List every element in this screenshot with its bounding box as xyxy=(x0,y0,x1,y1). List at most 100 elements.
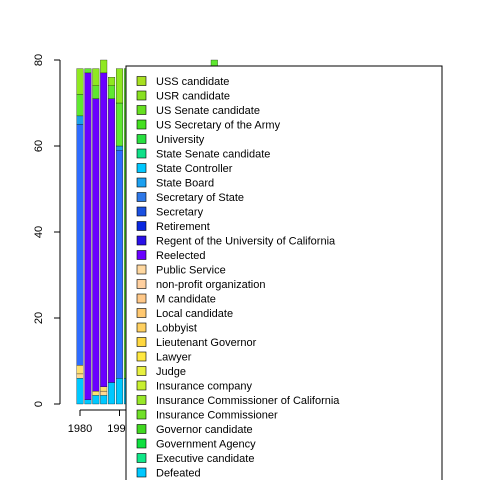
legend-swatch xyxy=(136,395,147,405)
bar-segment xyxy=(100,390,108,396)
bar-segment xyxy=(100,72,108,387)
legend-entry: USS candidate xyxy=(136,76,229,88)
legend-swatch xyxy=(136,438,147,449)
legend-entry: Lieutenant Governor xyxy=(136,337,257,349)
y-tick-label: 20 xyxy=(33,312,45,324)
legend-label: Reelected xyxy=(156,250,206,262)
y-tick-label: 40 xyxy=(33,226,45,238)
legend-label: Secretary of State xyxy=(156,192,244,204)
legend-entry: Governor candidate xyxy=(136,424,253,436)
bar-segment xyxy=(92,390,100,396)
bar-segment xyxy=(116,378,123,405)
legend-entry: State Senate candidate xyxy=(136,149,270,161)
legend-swatch xyxy=(136,76,147,86)
legend-label: USR candidate xyxy=(156,91,230,103)
legend-entry: Insurance Commissioner xyxy=(136,409,278,422)
legend-swatch xyxy=(136,380,147,391)
legend-swatch xyxy=(136,206,147,217)
legend-label: Judge xyxy=(156,366,186,378)
legend-entry: Secretary xyxy=(136,206,204,219)
legend-entry: Defeated xyxy=(136,467,201,480)
bar-segment xyxy=(116,150,123,379)
legend-entry: US Senate candidate xyxy=(136,105,260,117)
legend-entry: Lobbyist xyxy=(136,322,197,335)
legend-label: Defeated xyxy=(156,468,201,480)
legend-label: Public Service xyxy=(156,265,226,277)
legend-swatch xyxy=(136,322,147,333)
bar-segment xyxy=(76,378,84,405)
legend-swatch xyxy=(136,163,147,173)
legend-swatch xyxy=(136,351,147,362)
y-tick-label: 80 xyxy=(33,54,45,66)
bar-segment xyxy=(108,382,116,405)
legend-entry: Judge xyxy=(136,366,186,378)
bar-segment xyxy=(100,395,108,405)
legend-swatch xyxy=(136,192,147,202)
legend-entry: State Board xyxy=(136,177,214,190)
legend-entry: Lawyer xyxy=(136,351,192,364)
legend-swatch xyxy=(136,308,147,318)
legend-label: Insurance Commissioner xyxy=(156,410,278,422)
bar-segment xyxy=(116,145,123,151)
legend-label: non-profit organization xyxy=(156,279,265,291)
legend-entry: Government Agency xyxy=(136,438,256,451)
legend-label: University xyxy=(156,134,205,146)
y-tick-label: 60 xyxy=(33,140,45,152)
legend-swatch xyxy=(136,177,147,188)
legend-label: Government Agency xyxy=(156,439,256,451)
y-tick-label: 0 xyxy=(33,401,45,407)
legend-label: Insurance company xyxy=(156,381,252,393)
legend-entry: Executive candidate xyxy=(136,453,254,465)
legend-label: State Senate candidate xyxy=(156,149,270,161)
legend: USS candidate USR candidate US Senate cand… xyxy=(125,65,443,480)
bar-segment xyxy=(84,399,92,405)
legend-label: Executive candidate xyxy=(156,453,254,465)
bar-segment xyxy=(92,98,100,392)
legend-label: Secretary xyxy=(156,207,204,219)
legend-entry: M candidate xyxy=(136,293,216,306)
legend-entry: Reelected xyxy=(136,250,206,262)
bar-segment xyxy=(76,124,84,366)
legend-swatch xyxy=(136,467,147,478)
legend-label: Regent of the University of California xyxy=(156,236,336,248)
legend-entry: Retirement xyxy=(136,221,210,233)
bar-segment xyxy=(108,85,116,99)
legend-swatch xyxy=(136,105,147,115)
legend-box xyxy=(125,65,443,480)
bar-segment xyxy=(116,102,123,147)
bar-segment xyxy=(84,68,92,74)
bar-segment xyxy=(92,68,100,86)
legend-label: M candidate xyxy=(156,294,216,306)
bar-segment xyxy=(108,77,116,86)
bar-segment xyxy=(108,98,116,383)
legend-swatch xyxy=(136,453,147,463)
legend-swatch xyxy=(136,424,147,434)
legend-swatch xyxy=(136,409,147,420)
legend-entry: Secretary of State xyxy=(136,192,244,204)
legend-label: State Controller xyxy=(156,163,233,175)
legend-entry: non-profit organization xyxy=(136,279,265,291)
legend-label: US Senate candidate xyxy=(156,105,260,117)
bar-segment xyxy=(100,386,108,392)
legend-label: Retirement xyxy=(156,221,210,233)
legend-entry: Public Service xyxy=(136,264,226,277)
legend-entry: Local candidate xyxy=(136,308,233,320)
bar-segment xyxy=(84,72,92,400)
legend-swatch xyxy=(136,119,147,130)
legend-swatch xyxy=(136,279,147,289)
legend-swatch xyxy=(136,366,147,376)
legend-swatch xyxy=(136,264,147,275)
legend-entry: Regent of the University of California xyxy=(136,236,336,248)
bar-segment xyxy=(76,115,84,125)
legend-swatch xyxy=(136,293,147,304)
legend-entry: Insurance company xyxy=(136,380,252,393)
legend-swatch xyxy=(136,90,147,101)
legend-swatch xyxy=(136,250,147,260)
legend-swatch xyxy=(136,337,147,347)
legend-swatch xyxy=(136,134,147,144)
legend-label: Insurance Commissioner of California xyxy=(156,395,340,407)
bar-segment xyxy=(100,59,108,74)
legend-swatch xyxy=(136,221,147,231)
legend-entry: Insurance Commissioner of California xyxy=(136,395,340,407)
